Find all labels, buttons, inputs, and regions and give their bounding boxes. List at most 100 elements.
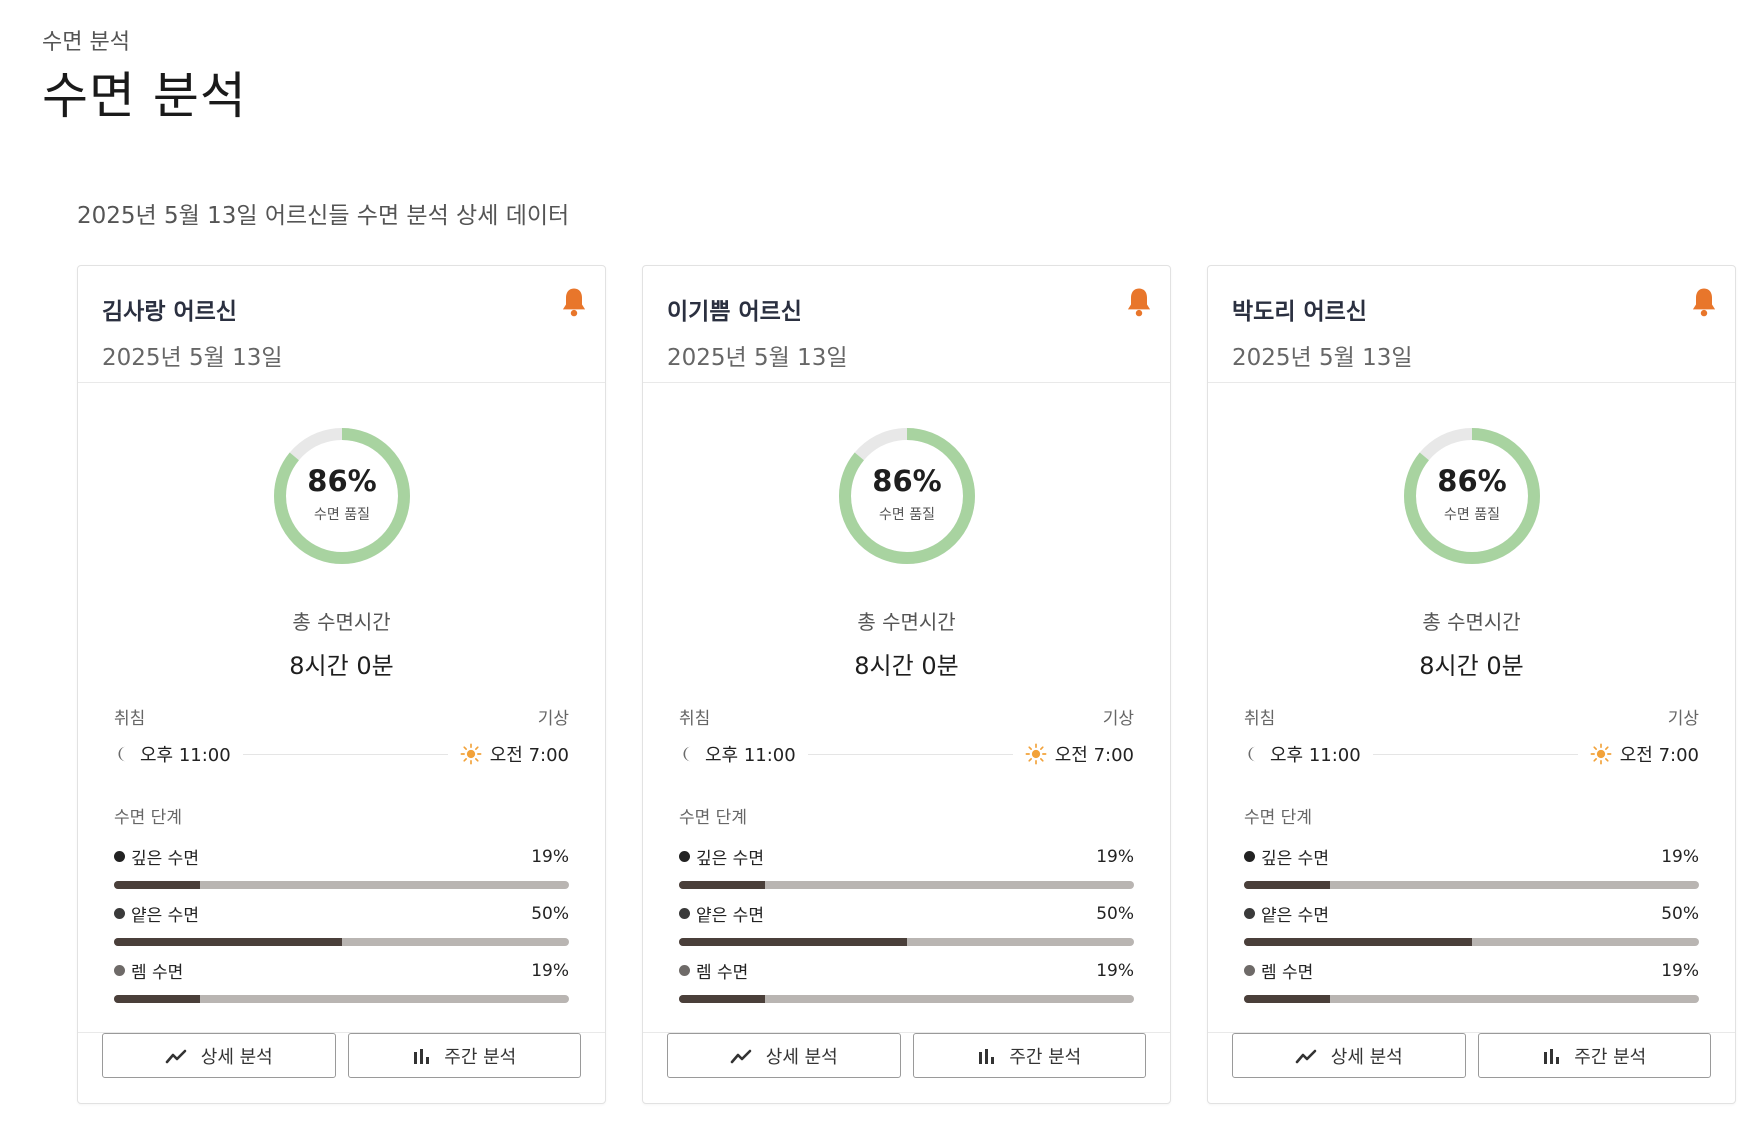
bar-chart-icon <box>1544 1048 1560 1064</box>
stage-name: 깊은 수면 <box>131 849 199 869</box>
sun-icon <box>1025 743 1047 765</box>
resident-name: 이기쁨 어르신 <box>667 299 802 325</box>
stage-percent: 19% <box>1661 846 1699 867</box>
timeline-divider <box>807 753 1013 755</box>
stage-light: 얕은 수면 50% <box>114 901 569 958</box>
card-footer: 상세 분석 주간 분석 <box>643 1032 1170 1104</box>
detail-analysis-button[interactable]: 상세 분석 <box>667 1033 901 1078</box>
sleep-card: 김사랑 어르신 2025년 5월 13일 86% 수면 품질 총 수면시간 8시… <box>77 265 606 1104</box>
stage-percent: 50% <box>1096 903 1134 924</box>
total-sleep-value: 8시간 0분 <box>1419 652 1524 680</box>
card-date: 2025년 5월 13일 <box>102 345 283 371</box>
stage-dot <box>1244 908 1255 919</box>
sleep-times: 취침 기상 오후 11:00 오전 7:0 <box>679 704 1134 767</box>
stage-bar <box>679 995 1134 1003</box>
bedtime-value: 오후 11:00 <box>705 745 796 766</box>
weekly-analysis-button[interactable]: 주간 분석 <box>912 1033 1146 1078</box>
stage-dot <box>679 908 690 919</box>
stage-bar-fill <box>679 995 766 1003</box>
sleep-times: 취침 기상 오후 11:00 오전 7:0 <box>1244 704 1699 767</box>
waketime-value: 오전 7:00 <box>489 745 569 766</box>
sleep-quality-percent: 86% <box>307 464 377 498</box>
sleep-card: 박도리 어르신 2025년 5월 13일 86% 수면 품질 총 수면시간 8시… <box>1207 265 1736 1104</box>
trend-line-icon <box>1295 1049 1317 1063</box>
stage-light: 얕은 수면 50% <box>1244 901 1699 958</box>
stage-bar-fill <box>1244 938 1472 946</box>
weekly-analysis-label: 주간 분석 <box>1574 1046 1647 1068</box>
ring-fill <box>1404 428 1540 564</box>
stage-rem: 렘 수면 19% <box>114 958 569 1015</box>
sleep-quality-label: 수면 품질 <box>879 507 935 523</box>
page-subtitle: 2025년 5월 13일 어르신들 수면 분석 상세 데이터 <box>77 203 570 229</box>
timeline-divider <box>242 753 448 755</box>
sleep-quality-ring: 86% 수면 품질 <box>272 426 412 566</box>
moon-icon <box>683 746 691 762</box>
bell-icon[interactable] <box>1689 286 1719 318</box>
stage-dot <box>114 965 125 976</box>
bedtime-label: 취침 <box>1244 709 1276 729</box>
stage-bar-fill <box>1244 995 1331 1003</box>
total-sleep-label: 총 수면시간 <box>1422 610 1521 634</box>
sleep-times: 취침 기상 오후 11:00 오전 7:0 <box>114 704 569 767</box>
stage-bar <box>114 995 569 1003</box>
ring-fill <box>274 428 410 564</box>
detail-analysis-label: 상세 분석 <box>765 1046 838 1068</box>
weekly-analysis-button[interactable]: 주간 분석 <box>1477 1033 1711 1078</box>
waketime-value: 오전 7:00 <box>1054 745 1134 766</box>
sleep-quality-ring: 86% 수면 품질 <box>837 426 977 566</box>
total-sleep-label: 총 수면시간 <box>292 610 391 634</box>
detail-analysis-button[interactable]: 상세 분석 <box>1232 1033 1466 1078</box>
stage-name: 렘 수면 <box>1261 963 1314 983</box>
stage-bar-fill <box>114 938 342 946</box>
trend-line-icon <box>165 1049 187 1063</box>
stage-rem: 렘 수면 19% <box>1244 958 1699 1015</box>
card-date: 2025년 5월 13일 <box>667 345 848 371</box>
stage-name: 얕은 수면 <box>696 906 764 926</box>
trend-line-icon <box>730 1049 752 1063</box>
sleep-quality-label: 수면 품질 <box>314 507 370 523</box>
waketime-label: 기상 <box>1102 709 1134 729</box>
weekly-analysis-label: 주간 분석 <box>444 1046 517 1068</box>
weekly-analysis-button[interactable]: 주간 분석 <box>347 1033 581 1078</box>
bell-icon[interactable] <box>1124 286 1154 318</box>
stage-bar <box>679 938 1134 946</box>
bell-icon[interactable] <box>559 286 589 318</box>
stage-name: 깊은 수면 <box>1261 849 1329 869</box>
stage-rem: 렘 수면 19% <box>679 958 1134 1015</box>
detail-analysis-button[interactable]: 상세 분석 <box>102 1033 336 1078</box>
sleep-quality-percent: 86% <box>872 464 942 498</box>
stage-percent: 19% <box>1096 960 1134 981</box>
stage-bar <box>679 881 1134 889</box>
sleep-stage-title: 수면 단계 <box>114 808 182 828</box>
stage-bar-fill <box>114 995 201 1003</box>
ring-fill <box>839 428 975 564</box>
stage-percent: 50% <box>531 903 569 924</box>
stage-bar <box>1244 881 1699 889</box>
stage-bar-fill <box>679 938 907 946</box>
stage-dot <box>114 851 125 862</box>
sleep-stages: 깊은 수면 19% 얕은 수면 50% 렘 수면 19% <box>679 844 1134 1015</box>
sleep-quality-percent: 86% <box>1437 464 1507 498</box>
waketime-label: 기상 <box>1667 709 1699 729</box>
sleep-stages: 깊은 수면 19% 얕은 수면 50% 렘 수면 19% <box>1244 844 1699 1015</box>
card-footer: 상세 분석 주간 분석 <box>1208 1032 1735 1104</box>
stage-dot <box>679 851 690 862</box>
stage-dot <box>1244 851 1255 862</box>
stage-deep: 깊은 수면 19% <box>1244 844 1699 901</box>
breadcrumb: 수면 분석 <box>42 30 130 55</box>
stage-percent: 19% <box>1096 846 1134 867</box>
stage-name: 얕은 수면 <box>1261 906 1329 926</box>
bar-chart-icon <box>979 1048 995 1064</box>
stage-bar <box>1244 938 1699 946</box>
total-sleep-value: 8시간 0분 <box>289 652 394 680</box>
bedtime-label: 취침 <box>114 709 146 729</box>
page-title: 수면 분석 <box>42 67 247 125</box>
sleep-quality-ring: 86% 수면 품질 <box>1402 426 1542 566</box>
moon-icon <box>118 746 126 762</box>
card-footer: 상세 분석 주간 분석 <box>78 1032 605 1104</box>
stage-percent: 19% <box>1661 960 1699 981</box>
waketime-label: 기상 <box>537 709 569 729</box>
resident-name: 박도리 어르신 <box>1232 299 1367 325</box>
stage-name: 깊은 수면 <box>696 849 764 869</box>
stage-percent: 19% <box>531 846 569 867</box>
